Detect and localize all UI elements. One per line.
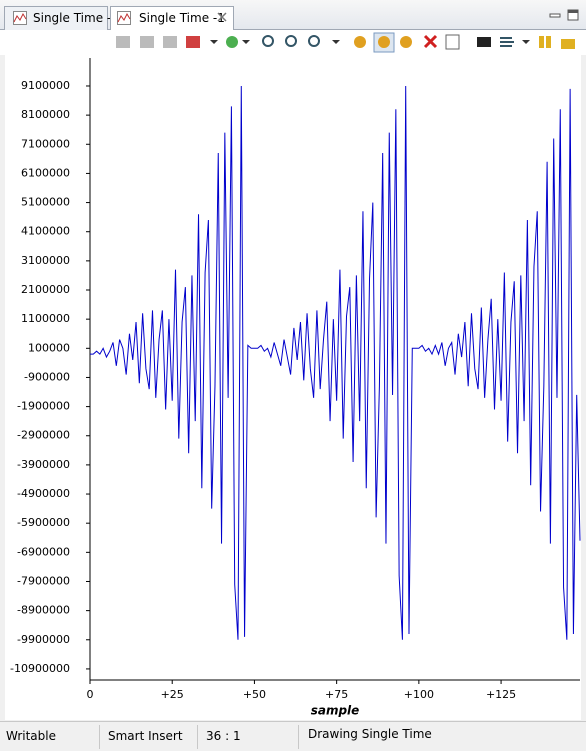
- chart: sample 9100000 8100000 7100000 6100000 51000…: [10, 58, 581, 718]
- toolbar-button[interactable]: [226, 36, 238, 48]
- x-axis-label: sample: [311, 704, 360, 718]
- y-tick-label: 4100000: [21, 225, 70, 238]
- x-tick-label: +125: [486, 688, 516, 701]
- toolbar-button[interactable]: [354, 36, 366, 48]
- tab-label: Single Time -1: [139, 11, 225, 25]
- y-tick-label: 7100000: [21, 137, 70, 150]
- y-tick-label: 6100000: [21, 166, 70, 179]
- data-line: [90, 85, 581, 640]
- y-tick-label: -8900000: [17, 604, 70, 617]
- x-tick-label: +25: [161, 688, 184, 701]
- toolbar-button[interactable]: [285, 35, 297, 47]
- y-tick-label: -10900000: [10, 662, 70, 675]
- x-tick-label: 0: [87, 688, 94, 701]
- y-tick-label: 1100000: [21, 312, 70, 325]
- dropdown[interactable]: [242, 40, 250, 44]
- y-tick-label: -3900000: [17, 458, 70, 471]
- window-controls[interactable]: [548, 8, 582, 22]
- dropdown[interactable]: [522, 40, 530, 44]
- toolbar: [0, 30, 586, 55]
- tab-icon: [13, 11, 27, 25]
- y-tick-label: -4900000: [17, 487, 70, 500]
- toolbar-button[interactable]: [546, 36, 551, 48]
- y-tick-label: -2900000: [17, 429, 70, 442]
- toolbar-icons: [116, 32, 575, 53]
- toolbar-button[interactable]: [561, 39, 575, 49]
- y-tick-label: 2100000: [21, 283, 70, 296]
- close-icon[interactable]: [217, 12, 227, 22]
- y-tick-label: 5100000: [21, 196, 70, 209]
- status-bar: Writable Smart Insert 36 : 1 Drawing Sin…: [0, 721, 586, 751]
- y-tick-label: 3100000: [21, 254, 70, 267]
- toolbar-button[interactable]: [400, 36, 412, 48]
- status-text: Drawing Single Time: [308, 727, 432, 741]
- status-text: 36 : 1: [206, 729, 241, 743]
- toolbar-button[interactable]: [477, 37, 491, 47]
- toolbar-button[interactable]: [186, 36, 200, 48]
- status-text: Writable: [6, 729, 56, 743]
- toolbar-button[interactable]: [423, 34, 438, 49]
- tab[interactable]: Single Time -1: [110, 6, 234, 30]
- toolbar-button[interactable]: [445, 34, 460, 50]
- y-tick-label: -5900000: [17, 516, 70, 529]
- y-tick-label: -7900000: [17, 574, 70, 587]
- tab[interactable]: Single Time -0: [4, 6, 119, 30]
- tab-bar: Single Time -0 Single Time -1: [0, 0, 586, 30]
- dropdown[interactable]: [332, 40, 340, 44]
- toolbar-button[interactable]: [116, 36, 177, 48]
- x-tick-label: +50: [243, 688, 266, 701]
- separator: [197, 725, 198, 749]
- tab-icon: [117, 11, 131, 25]
- x-tick-label: +75: [325, 688, 348, 701]
- y-tick-label: -1900000: [17, 400, 70, 413]
- y-tick-label: -6900000: [17, 545, 70, 558]
- toolbar-button[interactable]: [500, 37, 514, 47]
- y-tick-label: 8100000: [21, 108, 70, 121]
- status-text: Smart Insert: [108, 729, 183, 743]
- y-tick-label: -900000: [24, 370, 70, 383]
- y-tick-label: 9100000: [21, 79, 70, 92]
- toolbar-button[interactable]: [262, 35, 274, 47]
- y-tick-label: 100000: [28, 341, 70, 354]
- chart-panel: sample 9100000 8100000 7100000 6100000 51000…: [5, 55, 581, 720]
- dropdown[interactable]: [210, 40, 218, 44]
- separator: [298, 725, 299, 749]
- toolbar-button[interactable]: [308, 35, 320, 47]
- separator: [99, 725, 100, 749]
- tab-label: Single Time -0: [33, 11, 119, 25]
- y-tick-label: -9900000: [17, 633, 70, 646]
- x-tick-label: +100: [404, 688, 434, 701]
